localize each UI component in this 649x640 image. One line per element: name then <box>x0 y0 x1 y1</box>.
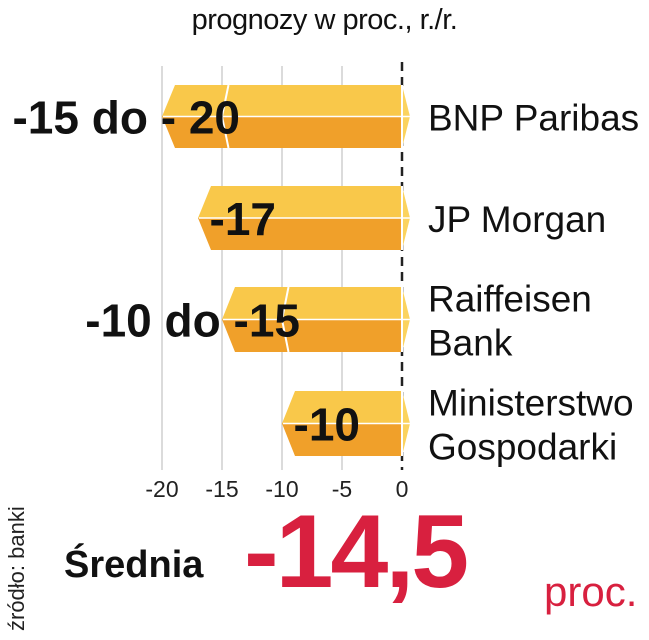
category-label: Gospodarki <box>428 427 617 468</box>
x-tick-label: -10 <box>265 476 298 500</box>
bar-face <box>162 116 402 148</box>
bar-face <box>282 423 402 456</box>
average-value: -14,5 <box>244 494 469 610</box>
bar-top <box>222 287 402 320</box>
value-label: -15 do - 20 <box>12 92 240 144</box>
chart-subtitle: prognozy w proc., r./r. <box>191 4 458 36</box>
average-unit: proc. <box>544 568 638 615</box>
range-split <box>220 84 230 149</box>
average-label: Średnia <box>64 544 204 586</box>
bar-face <box>198 218 402 250</box>
bar-layer <box>162 84 410 456</box>
bar <box>198 186 410 250</box>
range-split <box>280 286 290 353</box>
value-label: -17 <box>210 193 276 245</box>
bar-top <box>162 85 402 117</box>
category-label: JP Morgan <box>428 199 606 240</box>
bar <box>162 84 410 149</box>
bar-top <box>198 186 402 218</box>
bar <box>282 391 410 456</box>
bar-face <box>222 319 402 352</box>
category-label: Bank <box>428 323 513 364</box>
tick-layer: -20 -15 -10 -5 0 <box>145 476 408 500</box>
category-label: BNP Paribas <box>428 98 639 139</box>
bar <box>222 286 410 353</box>
x-tick-label: 0 <box>396 476 409 500</box>
x-tick-label: -20 <box>145 476 178 500</box>
category-label: Ministerstwo <box>428 383 634 424</box>
label-layer: BNP Paribas -15 do - 20 JP Morgan -17 Raiffe… <box>12 92 639 468</box>
bar-chart: BNP Paribas -15 do - 20 JP Morgan -17 Raiffe… <box>12 62 639 500</box>
value-label: -10 do -15 <box>85 295 300 347</box>
source-note: źródło: banki <box>4 506 29 631</box>
x-tick-label: -5 <box>332 476 352 500</box>
bar-top <box>282 391 402 424</box>
value-label: -10 <box>294 399 360 451</box>
x-tick-label: -15 <box>205 476 238 500</box>
category-label: Raiffeisen <box>428 279 592 320</box>
